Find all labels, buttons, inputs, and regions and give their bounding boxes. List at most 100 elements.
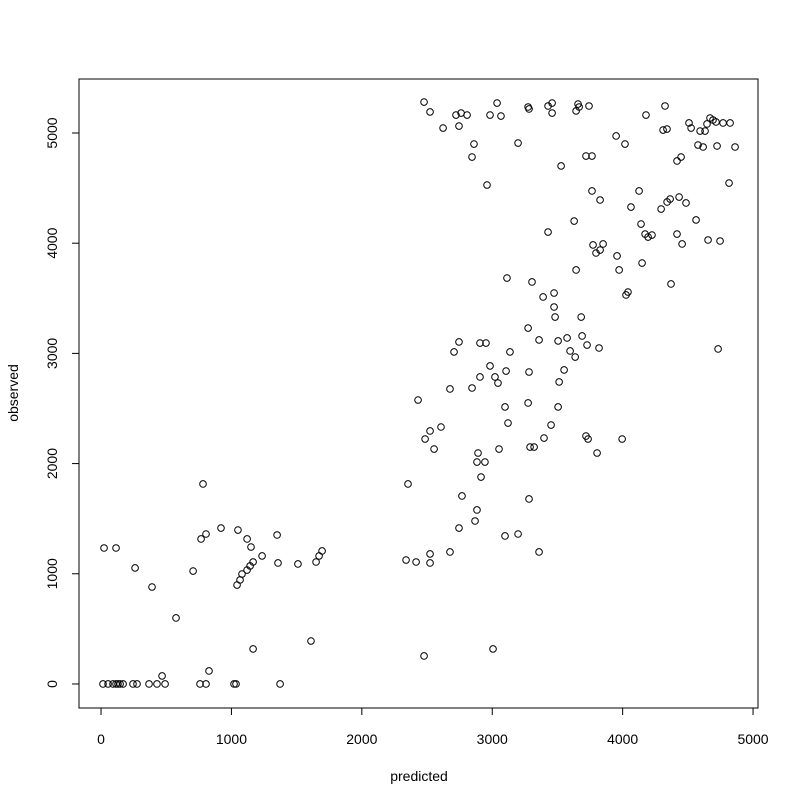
point xyxy=(548,99,556,107)
point xyxy=(692,216,700,224)
point xyxy=(172,614,180,622)
point xyxy=(570,217,578,225)
point xyxy=(420,652,428,660)
point xyxy=(99,680,107,688)
point xyxy=(588,152,596,160)
point xyxy=(421,435,429,443)
point xyxy=(318,547,326,555)
point xyxy=(719,119,727,127)
point xyxy=(446,548,454,556)
point xyxy=(274,559,282,567)
x-tick-label: 5000 xyxy=(737,731,768,747)
point xyxy=(712,118,720,126)
point xyxy=(657,205,665,213)
point xyxy=(577,313,585,321)
point xyxy=(450,348,458,356)
point xyxy=(682,199,690,207)
point xyxy=(667,280,675,288)
point xyxy=(571,353,579,361)
point xyxy=(663,125,671,133)
point xyxy=(501,403,509,411)
point xyxy=(525,105,533,113)
point xyxy=(661,102,669,110)
point xyxy=(243,535,251,543)
point xyxy=(703,120,711,128)
point xyxy=(696,127,704,135)
point xyxy=(439,124,447,132)
y-tick-label: 2000 xyxy=(44,448,60,479)
point xyxy=(202,680,210,688)
point xyxy=(230,680,238,688)
point xyxy=(463,111,471,119)
point xyxy=(477,473,485,481)
point xyxy=(627,203,635,211)
point xyxy=(473,458,481,466)
point xyxy=(557,162,565,170)
point xyxy=(544,228,552,236)
point xyxy=(189,567,197,575)
point xyxy=(197,535,205,543)
point xyxy=(563,334,571,342)
point xyxy=(129,680,137,688)
point xyxy=(161,680,169,688)
point xyxy=(455,524,463,532)
point xyxy=(414,396,422,404)
point xyxy=(119,680,127,688)
point xyxy=(205,667,213,675)
point xyxy=(196,680,204,688)
point xyxy=(687,124,695,132)
point xyxy=(554,403,562,411)
point xyxy=(494,379,502,387)
point xyxy=(675,193,683,201)
point xyxy=(613,252,621,260)
point xyxy=(426,550,434,558)
point xyxy=(678,240,686,248)
point xyxy=(234,526,242,534)
point xyxy=(199,480,207,488)
point xyxy=(468,153,476,161)
point xyxy=(731,143,739,151)
point xyxy=(599,240,607,248)
point xyxy=(526,443,534,451)
point xyxy=(726,119,734,127)
point xyxy=(673,157,681,165)
point xyxy=(514,139,522,147)
point xyxy=(489,645,497,653)
point xyxy=(145,680,153,688)
point xyxy=(468,384,476,392)
x-tick-label: 1000 xyxy=(216,731,247,747)
point xyxy=(588,187,596,195)
point xyxy=(482,339,490,347)
point xyxy=(493,99,501,107)
point xyxy=(525,495,533,503)
point xyxy=(273,531,281,539)
point xyxy=(133,680,141,688)
y-axis-label: observed xyxy=(5,364,21,422)
y-tick-label: 3000 xyxy=(44,338,60,369)
point xyxy=(258,552,266,560)
point xyxy=(247,543,255,551)
point xyxy=(637,220,645,228)
point xyxy=(249,558,257,566)
point xyxy=(642,111,650,119)
point xyxy=(540,434,548,442)
point xyxy=(502,367,510,375)
y-tick-label: 4000 xyxy=(44,227,60,258)
point xyxy=(497,112,505,120)
point xyxy=(584,435,592,443)
point xyxy=(426,559,434,567)
point xyxy=(238,570,246,578)
point xyxy=(524,324,532,332)
point xyxy=(566,347,574,355)
point xyxy=(504,419,512,427)
point xyxy=(589,241,597,249)
point xyxy=(470,140,478,148)
point xyxy=(666,195,674,203)
point xyxy=(716,237,724,245)
point xyxy=(426,427,434,435)
point xyxy=(535,336,543,344)
point xyxy=(446,385,454,393)
point xyxy=(530,443,538,451)
point xyxy=(412,558,420,566)
y-tick-label: 5000 xyxy=(44,117,60,148)
